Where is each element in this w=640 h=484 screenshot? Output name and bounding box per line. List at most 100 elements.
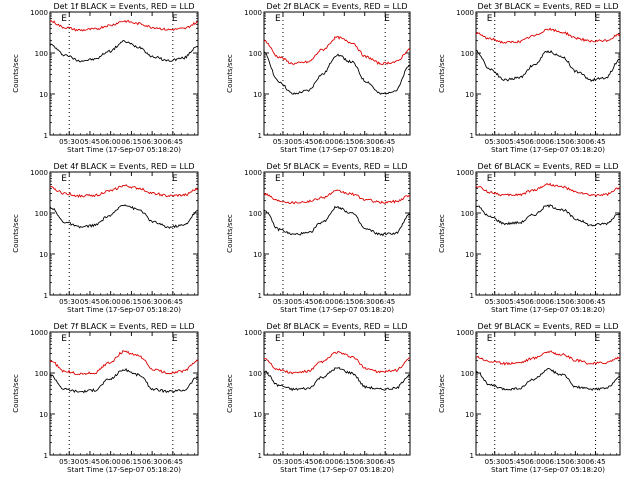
x-axis-label: Start Time (17-Sep-07 05:18:20)	[280, 306, 394, 314]
x-tick-label: 05:30	[273, 298, 293, 306]
plot-frame	[49, 171, 199, 296]
plot-frame	[49, 11, 199, 136]
y-tick-label: 10	[39, 91, 48, 99]
chart-title: Det 8f BLACK = Events, RED = LLD	[266, 322, 407, 331]
y-axis-label: Counts/sec	[12, 374, 20, 413]
chart-panel-9: Det 9f BLACK = Events, RED = LLD 1 10 100 10…	[438, 322, 621, 474]
chart-panel-5: Det 5f BLACK = Events, RED = LLD 1 10 100 10…	[226, 162, 411, 314]
event-marker-label: E	[595, 334, 601, 344]
x-tick-label: 06:15	[334, 138, 354, 146]
x-tick-label: 06:15	[121, 298, 141, 306]
y-tick-label: 100	[35, 50, 48, 58]
x-tick-label: 06:15	[121, 458, 141, 466]
lld-series-line	[263, 189, 411, 205]
event-marker-label: E	[487, 14, 493, 24]
y-tick-label: 10	[253, 91, 262, 99]
chart-title: Det 5f BLACK = Events, RED = LLD	[266, 162, 407, 171]
y-tick-label: 1	[470, 452, 474, 460]
event-marker-label: E	[487, 174, 493, 184]
lld-series-line	[475, 350, 621, 366]
y-tick-label: 10	[39, 411, 48, 419]
y-axis-label: Counts/sec	[226, 214, 234, 253]
y-tick-label: 10	[465, 91, 474, 99]
lld-series-line	[50, 184, 199, 198]
event-marker-label: E	[61, 334, 67, 344]
x-tick-label: 06:00	[525, 138, 545, 146]
events-series-line	[475, 204, 621, 227]
y-tick-label: 1000	[30, 9, 48, 17]
x-tick-label: 06:00	[314, 138, 334, 146]
plot-frame	[263, 171, 411, 296]
y-tick-label: 100	[461, 50, 474, 58]
x-tick-label: 05:30	[59, 458, 79, 466]
x-tick-label: 05:45	[80, 298, 100, 306]
event-marker-label: E	[172, 174, 178, 184]
events-series-line	[475, 368, 621, 392]
x-tick-label: 05:45	[505, 298, 525, 306]
chart-title: Det 6f BLACK = Events, RED = LLD	[477, 162, 618, 171]
x-tick-label: 05:45	[293, 298, 313, 306]
x-tick-label: 06:30	[565, 138, 585, 146]
lld-series-line	[475, 27, 621, 44]
y-axis-label: Counts/sec	[226, 374, 234, 413]
y-tick-label: 100	[249, 210, 262, 218]
y-tick-label: 1000	[244, 329, 262, 337]
events-series-line	[475, 49, 621, 82]
y-tick-label: 1000	[456, 329, 474, 337]
event-marker-label: E	[172, 334, 178, 344]
x-tick-label: 05:45	[293, 138, 313, 146]
plot-frame	[475, 331, 621, 456]
x-tick-label: 06:45	[585, 298, 605, 306]
y-tick-label: 1000	[456, 9, 474, 17]
y-tick-label: 100	[35, 210, 48, 218]
x-tick-label: 06:00	[525, 458, 545, 466]
y-tick-label: 100	[461, 210, 474, 218]
x-tick-label: 06:15	[334, 458, 354, 466]
y-tick-label: 10	[253, 251, 262, 259]
y-tick-label: 1	[44, 292, 48, 300]
x-tick-label: 06:30	[565, 458, 585, 466]
x-tick-label: 05:45	[293, 458, 313, 466]
y-tick-label: 10	[253, 411, 262, 419]
x-axis-label: Start Time (17-Sep-07 05:18:20)	[491, 146, 605, 154]
x-tick-label: 05:30	[273, 458, 293, 466]
x-tick-label: 05:45	[505, 138, 525, 146]
x-tick-label: 05:45	[505, 458, 525, 466]
y-axis-label: Counts/sec	[438, 214, 446, 253]
y-tick-label: 1	[258, 292, 262, 300]
x-tick-label: 06:00	[101, 138, 121, 146]
events-series-line	[49, 368, 199, 394]
chart-panel-4: Det 4f BLACK = Events, RED = LLD 1 10 100 10…	[12, 162, 199, 314]
event-marker-label: E	[384, 334, 390, 344]
y-axis-label: Counts/sec	[438, 54, 446, 93]
y-axis-label: Counts/sec	[12, 214, 20, 253]
x-tick-label: 06:30	[142, 138, 162, 146]
x-tick-label: 06:00	[314, 298, 334, 306]
x-tick-label: 06:45	[163, 138, 183, 146]
y-tick-label: 100	[35, 370, 48, 378]
x-tick-label: 06:30	[355, 138, 375, 146]
x-axis-label: Start Time (17-Sep-07 05:18:20)	[67, 466, 181, 474]
y-tick-label: 10	[465, 251, 474, 259]
event-marker-label: E	[384, 174, 390, 184]
x-tick-label: 06:15	[121, 138, 141, 146]
y-tick-label: 10	[465, 411, 474, 419]
chart-title: Det 9f BLACK = Events, RED = LLD	[477, 322, 618, 331]
x-tick-label: 06:30	[355, 298, 375, 306]
y-tick-label: 1000	[30, 169, 48, 177]
lld-series-line	[263, 35, 411, 66]
event-marker-label: E	[275, 14, 281, 24]
y-tick-label: 1	[258, 132, 262, 140]
event-marker-label: E	[61, 174, 67, 184]
x-tick-label: 06:30	[142, 458, 162, 466]
plot-frame	[263, 331, 411, 456]
x-axis-label: Start Time (17-Sep-07 05:18:20)	[491, 466, 605, 474]
lld-series-line	[263, 350, 411, 375]
x-axis-label: Start Time (17-Sep-07 05:18:20)	[280, 146, 394, 154]
x-tick-label: 06:30	[142, 298, 162, 306]
x-tick-label: 05:30	[485, 458, 505, 466]
chart-title: Det 4f BLACK = Events, RED = LLD	[53, 162, 194, 171]
x-axis-label: Start Time (17-Sep-07 05:18:20)	[67, 146, 181, 154]
plot-frame	[263, 11, 411, 136]
